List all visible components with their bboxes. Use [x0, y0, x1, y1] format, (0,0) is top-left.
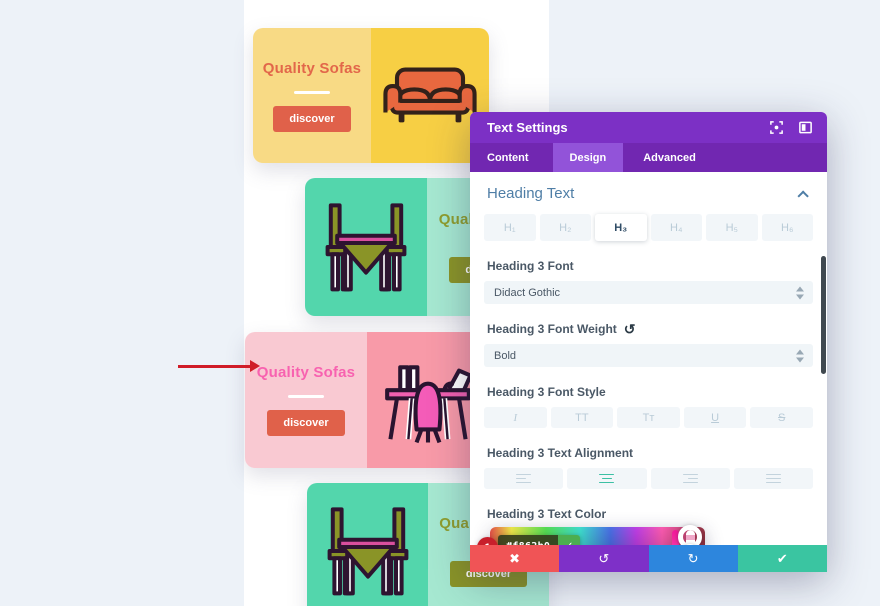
confirm-button[interactable]: ✔ — [737, 545, 827, 572]
color-selection-ring[interactable] — [678, 525, 702, 545]
heading-level-h6[interactable]: H₆ — [761, 214, 813, 241]
heading-3-font-value: Didact Gothic — [494, 286, 561, 299]
capitalize-button[interactable]: Tт — [617, 407, 680, 428]
heading-3-font-weight-select[interactable]: Bold — [484, 344, 813, 367]
opacity-slider-handle[interactable] — [682, 544, 698, 545]
redo-button[interactable]: ↻ — [648, 545, 738, 572]
hex-confirm-button[interactable]: ✓ — [558, 535, 581, 545]
close-icon: ✖ — [509, 550, 521, 566]
font-style-options: I TT Tт U S — [484, 407, 813, 428]
card-divider — [294, 90, 330, 94]
strikethrough-button[interactable]: S — [750, 407, 813, 428]
discover-button[interactable]: discover — [267, 410, 345, 436]
modal-body: Heading Text H₁ H₂ H₃ H₄ H₅ H₆ Heading 3… — [470, 172, 827, 545]
dock-icon[interactable] — [798, 120, 813, 135]
reset-icon[interactable]: ↺ — [623, 321, 636, 337]
heading-level-h1[interactable]: H₁ — [484, 214, 536, 241]
italic-button[interactable]: I — [484, 407, 547, 428]
heading-level-h5[interactable]: H₅ — [706, 214, 758, 241]
card-divider — [288, 395, 324, 398]
align-right-icon — [682, 473, 698, 484]
card-title: Quality Sofas — [262, 59, 362, 77]
heading-3-font-label: Heading 3 Font — [487, 259, 574, 273]
modal-tabbar: Content Design Advanced — [470, 143, 827, 172]
text-settings-modal: Text Settings Content Design Advanced He… — [470, 112, 827, 572]
heading-3-text-alignment-label: Heading 3 Text Alignment — [487, 446, 634, 460]
heading-level-h2[interactable]: H₂ — [539, 214, 591, 241]
align-center-icon — [599, 473, 615, 484]
hex-color-input[interactable]: #f862b0 — [498, 535, 559, 545]
text-alignment-options — [484, 468, 813, 489]
dining-table-illustration — [305, 178, 427, 316]
heading-3-font-weight-value: Bold — [494, 349, 517, 362]
underline-button[interactable]: U — [683, 407, 747, 428]
heading-level-h3[interactable]: H₃ — [595, 214, 647, 241]
product-card-sofas-pink: Quality Sofas discover — [245, 332, 489, 468]
card-title: Quality Sofas — [256, 364, 356, 381]
align-left-icon — [516, 473, 532, 484]
heading-3-text-color-label: Heading 3 Text Color — [487, 507, 607, 521]
lightness-slider[interactable] — [672, 530, 679, 545]
dining-table-illustration — [307, 483, 428, 606]
align-left-button[interactable] — [484, 468, 564, 489]
tab-design[interactable]: Design — [552, 143, 624, 172]
align-justify-button[interactable] — [733, 468, 813, 489]
modal-scrollbar[interactable] — [821, 256, 826, 374]
close-button[interactable]: ✖ — [470, 545, 560, 572]
select-updown-icon — [796, 349, 804, 362]
heading-level-h4[interactable]: H₄ — [650, 214, 702, 241]
expand-icon[interactable] — [769, 120, 784, 135]
modal-header[interactable]: Text Settings — [470, 112, 827, 143]
heading-3-font-weight-label: Heading 3 Font Weight — [487, 322, 617, 336]
heading-3-font-style-label: Heading 3 Font Style — [487, 385, 606, 399]
product-card-sofas-yellow: Quality Sofas discover — [253, 28, 489, 163]
tab-advanced[interactable]: Advanced — [643, 151, 696, 164]
uppercase-button[interactable]: TT — [550, 407, 614, 428]
align-justify-icon — [765, 473, 781, 484]
align-right-button[interactable] — [650, 468, 730, 489]
tab-content[interactable]: Content — [487, 151, 529, 164]
heading-3-font-select[interactable]: Didact Gothic — [484, 281, 813, 304]
modal-title: Text Settings — [487, 120, 568, 135]
heading-level-selector: H₁ H₂ H₃ H₄ H₅ H₆ — [484, 214, 813, 241]
annotation-arrow — [178, 360, 260, 372]
select-updown-icon — [796, 286, 804, 299]
sofa-illustration — [371, 28, 489, 163]
annotation-badge-1: 1 — [477, 537, 498, 545]
desk-illustration — [367, 332, 489, 468]
undo-icon: ↺ — [598, 550, 610, 566]
redo-icon: ↻ — [687, 550, 699, 566]
align-center-button[interactable] — [567, 468, 647, 489]
section-heading-text[interactable]: Heading Text — [470, 172, 827, 202]
chevron-up-icon[interactable] — [797, 189, 809, 202]
section-title: Heading Text — [487, 185, 575, 202]
confirm-icon: ✔ — [776, 550, 788, 566]
modal-footer: ✖ ↺ ↻ ✔ — [470, 545, 827, 572]
undo-button[interactable]: ↺ — [559, 545, 649, 572]
discover-button[interactable]: discover — [273, 105, 351, 132]
color-picker-field[interactable]: #f862b0 ✓ — [490, 525, 705, 545]
